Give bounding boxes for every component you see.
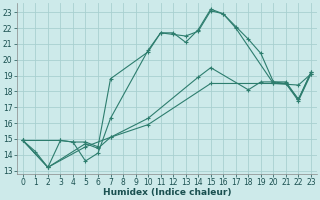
X-axis label: Humidex (Indice chaleur): Humidex (Indice chaleur) xyxy=(103,188,231,197)
